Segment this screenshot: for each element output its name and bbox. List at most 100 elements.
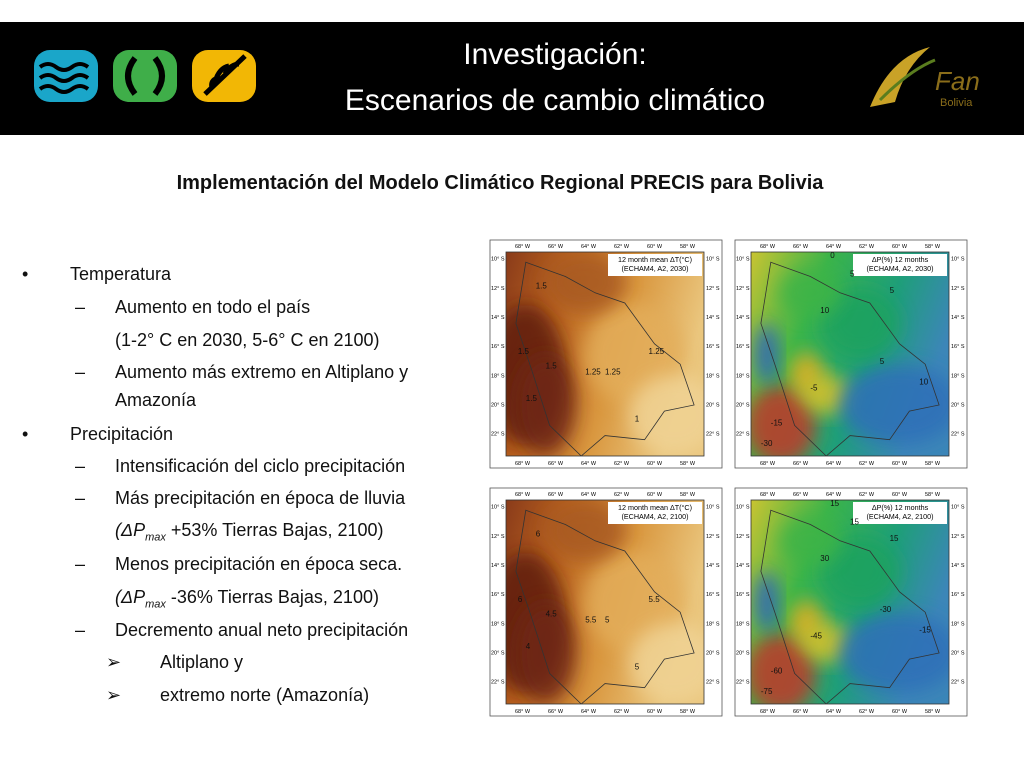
lat-label: 12° S — [706, 286, 720, 292]
contour-label: 15 — [850, 517, 859, 526]
lon-label: 64° W — [581, 244, 597, 250]
lon-label: 68° W — [515, 244, 531, 250]
bullet-text: (ΔPmax -36% Tierras Bajas, 2100) — [115, 587, 379, 611]
text-part: (ΔP — [115, 520, 146, 540]
map-blob — [515, 355, 576, 455]
contour-label: 1.5 — [518, 347, 530, 356]
bullet-marker: • — [22, 424, 29, 444]
lon-label: 62° W — [614, 244, 630, 250]
contour-label: -30 — [880, 605, 892, 614]
bullet-marker: – — [75, 554, 86, 574]
logos: Fan Bolivia — [34, 47, 980, 109]
lon-label: 62° W — [859, 244, 875, 250]
map-blob — [545, 252, 626, 313]
lat-label: 20° S — [951, 402, 965, 408]
contour-label: 5.5 — [585, 615, 597, 624]
map-blob — [839, 365, 949, 445]
lon-label: 60° W — [647, 492, 663, 498]
map-frame — [734, 239, 968, 469]
text-part: -36% Tierras Bajas, 2100) — [165, 587, 379, 607]
lat-label: 12° S — [951, 286, 965, 292]
lon-label: 58° W — [680, 709, 696, 715]
lon-label: 58° W — [925, 244, 941, 250]
lon-label: 58° W — [925, 709, 941, 715]
lon-label: 68° W — [760, 244, 776, 250]
map-blob — [584, 552, 685, 652]
map-base — [506, 500, 704, 704]
lon-label: 66° W — [548, 244, 564, 250]
lon-label: 64° W — [581, 492, 597, 498]
contour-label: 5 — [850, 269, 855, 278]
lon-label: 60° W — [647, 709, 663, 715]
contour-label: 1.5 — [536, 282, 548, 291]
lat-label: 12° S — [491, 286, 505, 292]
map-blob — [629, 375, 704, 456]
header: Fan Bolivia Investigación: Escenarios de… — [0, 22, 1024, 135]
contour-label: 1.5 — [546, 361, 558, 370]
lat-label: 12° S — [951, 534, 965, 540]
lat-label: 20° S — [706, 650, 720, 656]
lon-label: 64° W — [581, 709, 597, 715]
bullet-text: Amazonía — [115, 390, 197, 410]
lon-label: 64° W — [826, 461, 842, 467]
lon-label: 64° W — [826, 244, 842, 250]
lat-label: 22° S — [951, 680, 965, 686]
map-blob — [751, 633, 816, 704]
country-border — [515, 261, 695, 456]
map-panel: ΔP(%) 12 months(ECHAM4, A2, 2100) 68° W 68… — [734, 487, 968, 717]
lat-label: 10° S — [736, 257, 750, 263]
lon-label: 60° W — [647, 244, 663, 250]
bullet-text: Más precipitación en época de lluvia — [115, 488, 406, 508]
plot-frame — [505, 251, 705, 457]
lat-label: 10° S — [491, 257, 505, 263]
contour-label: 15 — [890, 534, 899, 543]
lat-label: 14° S — [951, 563, 965, 569]
lon-label: 64° W — [581, 461, 597, 467]
map-blob — [780, 515, 841, 566]
lat-label: 20° S — [736, 402, 750, 408]
map-blob — [506, 552, 566, 693]
contour-label: 5 — [605, 615, 610, 624]
bullet-text: extremo norte (Amazonía) — [160, 685, 370, 705]
lat-label: 10° S — [736, 505, 750, 511]
bullet-text: Precipitación — [70, 424, 174, 444]
lon-label: 66° W — [793, 709, 809, 715]
lat-label: 22° S — [491, 680, 505, 686]
lat-label: 14° S — [491, 563, 505, 569]
caption: (ECHAM4, A2, 2030) — [621, 264, 688, 273]
contour-label: 1 — [635, 414, 640, 423]
logo-text: Fan — [935, 66, 980, 96]
subscript: max — [145, 531, 166, 544]
lat-label: 18° S — [951, 621, 965, 627]
map-blob — [788, 352, 825, 397]
map-blob — [819, 288, 900, 359]
contour-label: 1.25 — [649, 347, 665, 356]
contour-label: -15 — [919, 626, 931, 635]
lat-label: 16° S — [736, 344, 750, 350]
map-base — [751, 252, 949, 456]
lon-label: 68° W — [760, 461, 776, 467]
map-panel: 12 month mean ΔT(°C)(ECHAM4, A2, 2100) 68… — [489, 487, 723, 717]
logo-forest — [113, 50, 177, 102]
map-blob — [506, 304, 566, 445]
caption: 12 month mean ΔT(°C) — [618, 503, 692, 512]
lon-label: 62° W — [859, 492, 875, 498]
lon-label: 66° W — [548, 492, 564, 498]
map-blob — [788, 600, 825, 645]
map-image — [506, 500, 704, 704]
lon-label: 58° W — [680, 244, 696, 250]
map-frame — [489, 239, 723, 469]
lon-label: 60° W — [647, 461, 663, 467]
map-blob — [754, 324, 779, 384]
map-blob — [839, 613, 949, 693]
caption: ΔP(%) 12 months — [872, 503, 929, 512]
bullet-marker: – — [75, 297, 86, 317]
map-blob — [780, 267, 841, 318]
caption: 12 month mean ΔT(°C) — [618, 255, 692, 264]
contour-label: 6 — [536, 530, 541, 539]
bullet-text: Menos precipitación en época seca. — [115, 554, 403, 574]
lon-label: 62° W — [859, 461, 875, 467]
contour-label: 10 — [919, 378, 928, 387]
contour-label: -15 — [771, 418, 783, 427]
map-blob — [819, 536, 900, 607]
